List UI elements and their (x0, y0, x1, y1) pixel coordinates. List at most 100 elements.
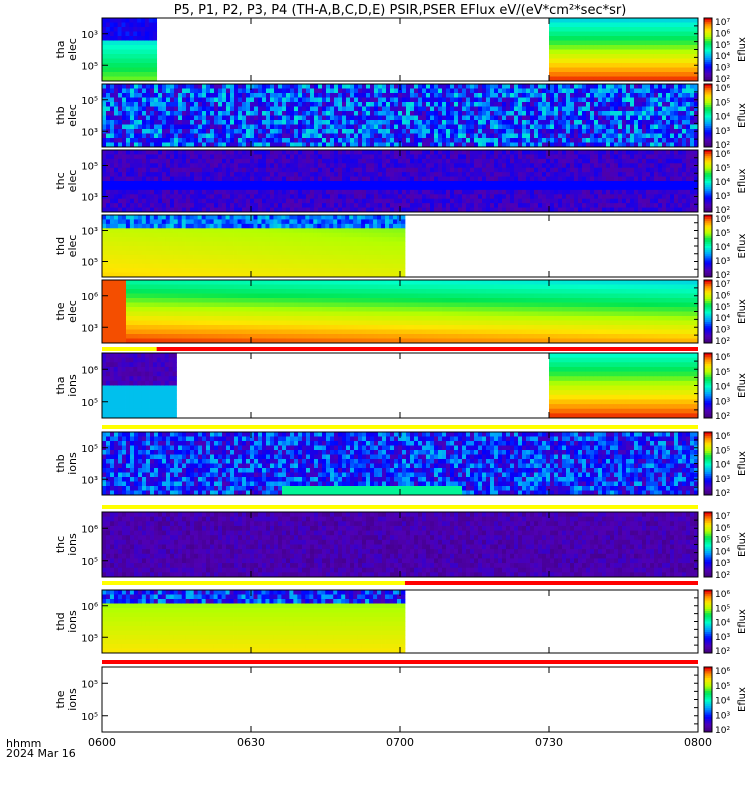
spectrogram-cell (286, 84, 291, 89)
colorbar-swatch (704, 76, 712, 80)
spectrogram-cell (154, 111, 159, 116)
spectrogram-cell (574, 198, 579, 204)
spectrogram-cell (574, 181, 579, 186)
spectrogram-cell (174, 158, 179, 164)
spectrogram-cell (330, 194, 335, 200)
spectrogram-cell (490, 154, 495, 160)
spectrogram-cell (134, 97, 139, 103)
spectrogram-cell (137, 22, 142, 28)
spectrogram-cell (382, 106, 387, 112)
spectrogram-cell (573, 63, 578, 68)
spectrogram-cell (498, 133, 503, 139)
spectrogram-cell (601, 45, 606, 50)
spectrogram-cell (430, 129, 435, 134)
spectrogram-cell (458, 172, 463, 177)
spectrogram-cell (294, 198, 299, 204)
spectrogram-cell (478, 111, 483, 116)
spectrogram-cell (605, 18, 610, 23)
spectrogram-cell (386, 172, 391, 177)
spectrogram-cell (678, 93, 683, 98)
spectrogram-cell (354, 97, 359, 103)
spectrogram-cell (617, 18, 622, 23)
colorbar-tick-label: 10⁵ (715, 41, 730, 51)
spectrogram-cell (430, 115, 435, 121)
spectrogram-cell (130, 172, 135, 177)
spectrogram-cell (126, 158, 131, 164)
spectrogram-cell (402, 97, 407, 103)
spectrogram-cell (214, 158, 219, 164)
spectrogram-cell (674, 167, 679, 173)
spectrogram-cell (554, 129, 559, 134)
spectrogram-cell (690, 176, 695, 182)
spectrogram-cell (694, 111, 699, 116)
spectrogram-cell (594, 138, 599, 143)
spectrogram-cell (290, 111, 295, 116)
spectrogram-cell (562, 189, 567, 195)
spectrogram-cell (190, 111, 195, 116)
spectrogram-cell (282, 167, 287, 173)
spectrogram-cell (282, 198, 287, 204)
spectrogram-cell (350, 142, 355, 148)
spectrogram-cell (581, 31, 586, 37)
spectrogram-cell (113, 76, 119, 82)
spectrogram-cell (622, 181, 627, 186)
spectrogram-cell (110, 172, 115, 177)
spectrogram-cell (653, 63, 659, 68)
spectrogram-cell (486, 185, 491, 191)
spectrogram-cell (614, 185, 619, 191)
spectrogram-cell (621, 31, 626, 37)
spectrogram-cell (574, 189, 579, 195)
spectrogram-cell (653, 58, 659, 64)
spectrogram-cell (218, 150, 223, 155)
spectrogram-cell (262, 158, 267, 164)
spectrogram-cell (338, 158, 343, 164)
spectrogram-cell (170, 142, 175, 148)
spectrogram-cell (190, 133, 195, 139)
spectrogram-cell (334, 138, 339, 143)
spectrogram-cell (669, 31, 675, 37)
spectrogram-cell (310, 150, 315, 155)
spectrogram-cell (466, 163, 471, 169)
spectrogram-cell (202, 163, 207, 169)
spectrogram-cell (294, 102, 299, 107)
spectrogram-cell (634, 203, 639, 208)
spectrogram-cell (486, 194, 491, 200)
spectrogram-cell (162, 185, 167, 191)
spectrogram-cell (689, 22, 695, 28)
spectrogram-cell (597, 54, 602, 59)
spectrogram-cell (498, 189, 503, 195)
spectrogram-cell (490, 172, 495, 177)
spectrogram-cell (186, 181, 191, 186)
spectrogram-cell (382, 176, 387, 182)
spectrogram-cell (130, 142, 135, 148)
spectrogram-cell (494, 158, 499, 164)
spectrogram-cell (282, 129, 287, 134)
spectrogram-cell (442, 84, 447, 89)
y-tick-label: 10³ (81, 127, 98, 138)
spectrogram-cell (402, 88, 407, 94)
spectrogram-cell (626, 111, 631, 116)
spectrogram-cell (146, 84, 151, 89)
spectrogram-cell (570, 158, 575, 164)
spectrogram-cell (342, 129, 347, 134)
spectrogram-cell (258, 176, 263, 182)
spectrogram-cell (597, 22, 602, 28)
spectrogram-cell (577, 63, 582, 68)
spectrogram-cell (634, 129, 639, 134)
spectrogram-cell (638, 185, 643, 191)
colorbar-swatch (704, 123, 712, 127)
spectrogram-cell (534, 185, 539, 191)
spectrogram-cell (118, 129, 123, 134)
spectrogram-cell (682, 154, 687, 160)
spectrogram-cell (694, 84, 699, 89)
spectrogram-cell (346, 102, 351, 107)
spectrogram-cell (109, 40, 115, 46)
spectrogram-cell (610, 176, 615, 182)
spectrogram-cell (686, 88, 691, 94)
spectrogram-cell (530, 163, 535, 169)
spectrogram-cell (458, 185, 463, 191)
spectrogram-cell (458, 106, 463, 112)
spectrogram-cell (450, 115, 455, 121)
spectrogram-cell (606, 163, 611, 169)
spectrogram-cell (658, 154, 663, 160)
